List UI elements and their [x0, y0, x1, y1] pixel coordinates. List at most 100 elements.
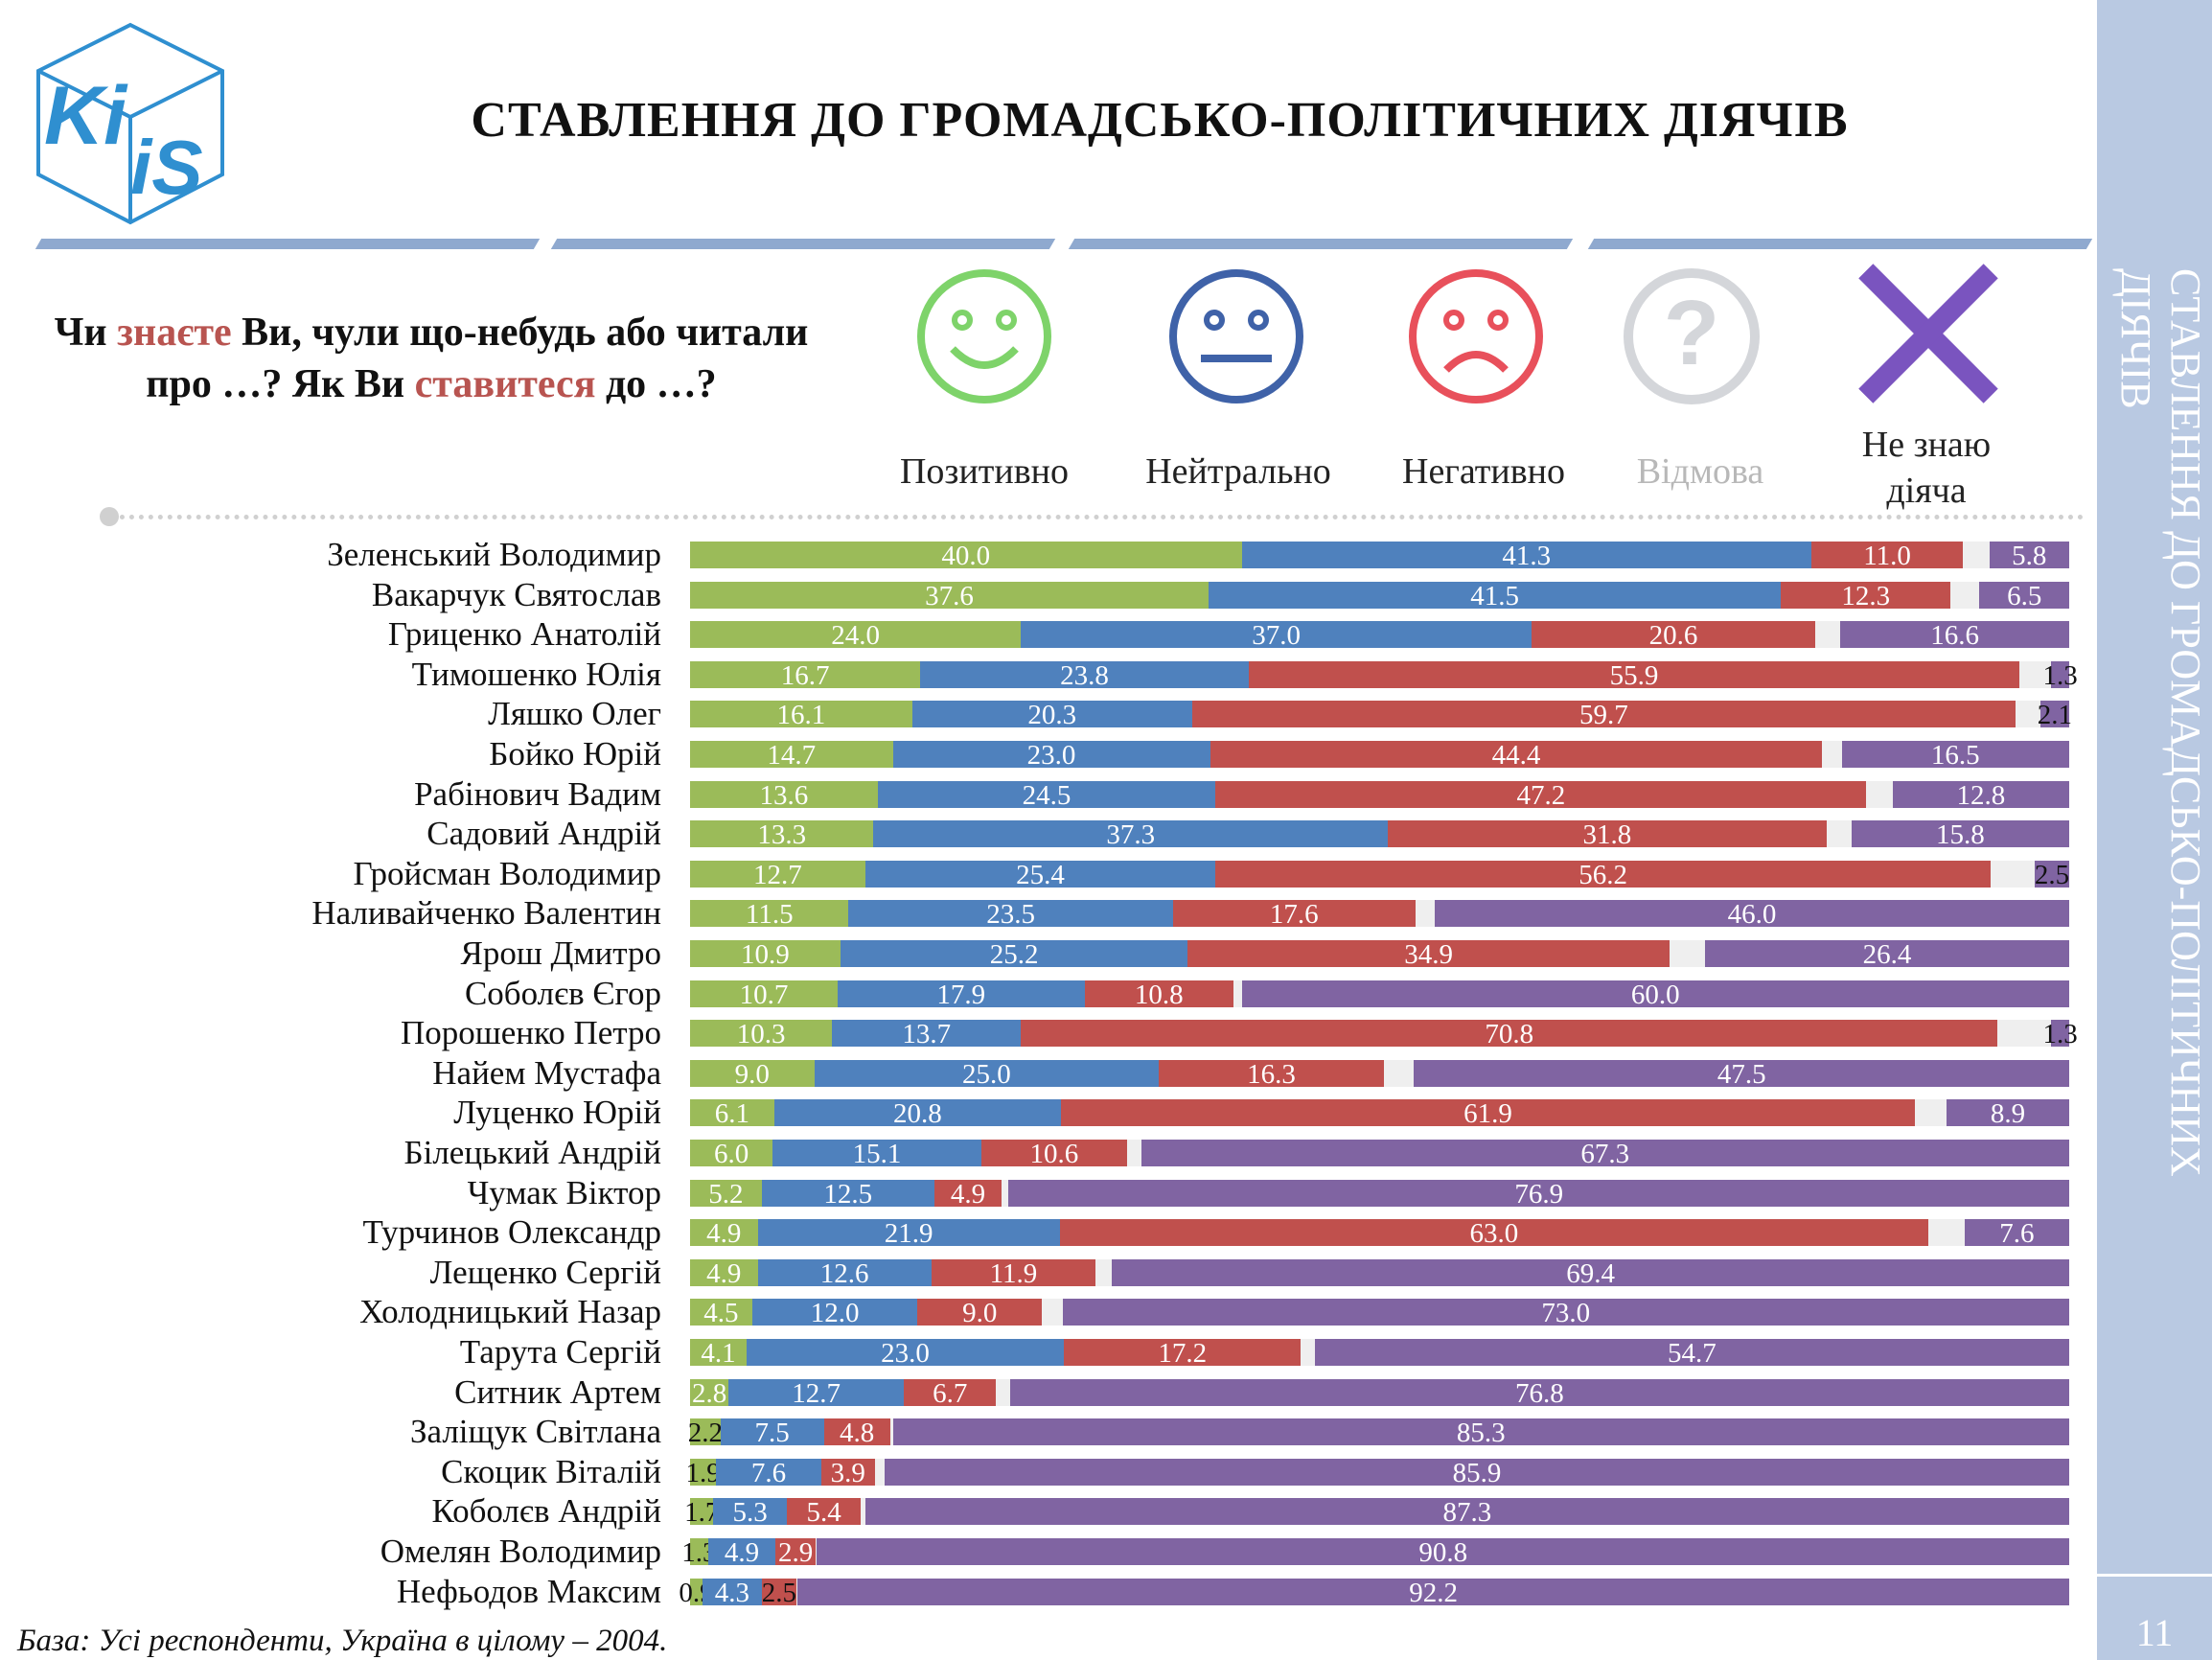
sidebar-band [2097, 0, 2212, 1660]
bar-negative [1191, 701, 2016, 728]
bar-dont-know [2035, 860, 2069, 888]
bar-negative [1781, 581, 1951, 609]
bar-refusal [1822, 741, 1842, 768]
row-label: Чумак Віктор [467, 1173, 661, 1211]
bar-dont-know [2051, 660, 2069, 688]
row-label: Тарута Сергій [459, 1333, 661, 1371]
bar-value-label: 21.9 [884, 1218, 933, 1250]
bar-value-label: 55.9 [1609, 659, 1659, 691]
bar-neutral [757, 1258, 932, 1286]
bar-dont-know [2039, 701, 2069, 728]
bar-value-label: 9.0 [734, 1058, 770, 1090]
bar-neutral [707, 1538, 776, 1565]
bar-refusal [1233, 980, 1242, 1007]
bar-negative [823, 1418, 890, 1446]
bar-neutral [728, 1378, 905, 1406]
bar-value-label: 17.6 [1269, 899, 1319, 931]
bar-negative [904, 1378, 997, 1406]
bar-dont-know [1841, 741, 2069, 768]
bar-refusal [1815, 621, 1841, 649]
bar-negative [761, 1578, 796, 1605]
bar-value-label: 2.9 [777, 1537, 814, 1568]
bar-value-label: 24.0 [831, 620, 881, 652]
bar-neutral [877, 780, 1216, 808]
bar-value-label: 4.1 [701, 1338, 736, 1369]
bar-positive [690, 1299, 752, 1326]
bar-value-label: 12.0 [810, 1298, 860, 1329]
bar-negative [1061, 1099, 1915, 1127]
question-text: Чи [54, 311, 118, 355]
bar-neutral [720, 1418, 824, 1446]
footnote: База: Усі респонденти, Україна в цілому … [17, 1624, 668, 1658]
bar-neutral [702, 1578, 762, 1605]
row-label: Гриценко Анатолій [387, 615, 661, 654]
bar-value-label: 16.1 [776, 700, 826, 731]
bar-negative [820, 1458, 875, 1486]
bar-negative [1215, 780, 1867, 808]
bar-value-label: 61.9 [1463, 1098, 1512, 1130]
bar-positive [690, 1140, 773, 1166]
bar-neutral [814, 1059, 1160, 1087]
row-label: Білецький Андрій [403, 1134, 662, 1171]
page-title: СТАВЛЕННЯ ДО ГРОМАДСЬКО-ПОЛІТИЧНИХ ДІЯЧІ… [471, 93, 1849, 148]
bar-refusal [1826, 820, 1852, 848]
row-label: Коболєв Андрій [431, 1492, 661, 1531]
row-label: Рабінович Вадим [414, 774, 661, 813]
bar-value-label: 12.3 [1841, 580, 1891, 611]
bar-value-label: 2.5 [761, 1577, 796, 1608]
row-label: Тимошенко Юлія [411, 655, 661, 693]
bar-positive [690, 980, 838, 1007]
row-label: Омелян Володимир [380, 1533, 661, 1570]
bar-refusal [1914, 1099, 1947, 1127]
bar-neutral [713, 1498, 787, 1526]
bar-refusal [1669, 940, 1706, 967]
bar-dont-know [1989, 542, 2069, 568]
bar-value-label: 7.6 [750, 1457, 787, 1488]
bar-neutral [864, 860, 1216, 888]
bar-value-label: 4.9 [706, 1218, 742, 1250]
row-label: Наливайченко Валентин [311, 894, 661, 933]
bar-refusal [1997, 1020, 2052, 1048]
bar-value-label: 23.5 [986, 899, 1035, 931]
bar-negative [1215, 860, 1991, 888]
bar-negative [1059, 1219, 1929, 1247]
bar-dont-know [892, 1418, 2069, 1446]
smiley-positive-icon [917, 269, 1051, 403]
question-highlight: ставитеся [414, 362, 596, 406]
survey-question: Чи знаєте Ви, чули що-небудь або читали … [19, 307, 843, 410]
bar-positive [690, 660, 921, 688]
bar-negative [786, 1498, 862, 1526]
bar-refusal [1041, 1299, 1063, 1326]
bar-value-label: 44.4 [1491, 740, 1541, 771]
bar-value-label: 6.0 [714, 1139, 749, 1169]
bar-value-label: 23.0 [1026, 740, 1076, 771]
bar-value-label: 3.9 [830, 1457, 865, 1488]
bar-dont-know [1008, 1179, 2069, 1207]
bar-positive [690, 1339, 747, 1366]
bar-value-label: 26.4 [1862, 939, 1912, 970]
bar-negative [1172, 900, 1416, 928]
bar-value-label: 23.8 [1060, 659, 1109, 691]
bar-dont-know [1946, 1099, 2069, 1127]
row-label: Турчинов Олександр [362, 1213, 661, 1252]
bar-dont-know [1892, 780, 2069, 808]
bar-value-label: 2.8 [692, 1377, 727, 1409]
bar-value-label: 41.5 [1470, 580, 1520, 611]
bar-dont-know [1141, 1140, 2069, 1166]
row-label: Ляшко Олег [488, 695, 661, 733]
bar-value-label: 13.6 [759, 779, 809, 811]
row-label: Ярош Дмитро [460, 934, 661, 972]
bar-positive [690, 701, 912, 728]
bar-value-label: 10.6 [1029, 1139, 1079, 1169]
bar-value-label: 63.0 [1469, 1218, 1519, 1250]
bar-dont-know [797, 1578, 2069, 1605]
face-neutral-icon [1169, 269, 1303, 403]
bar-refusal [889, 1418, 893, 1446]
divider-dot [100, 507, 119, 526]
bar-value-label: 13.7 [902, 1019, 952, 1050]
bar-positive [690, 1578, 703, 1605]
bar-value-label: 37.6 [925, 580, 974, 611]
bar-value-label: 16.6 [1930, 620, 1979, 652]
bar-refusal [815, 1538, 818, 1565]
bar-value-label: 54.7 [1668, 1338, 1717, 1369]
